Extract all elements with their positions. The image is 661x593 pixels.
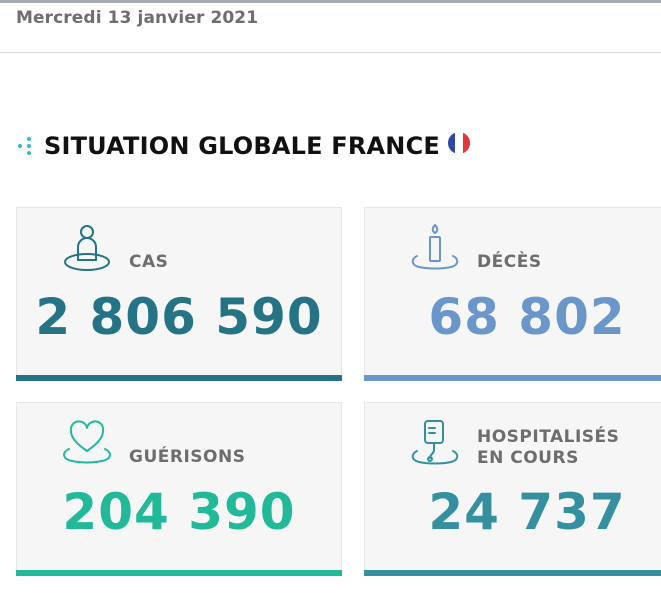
section-header: SITUATION GLOBALE FRANCE [16,126,470,166]
candle-icon [411,224,459,270]
section-title: SITUATION GLOBALE FRANCE [44,132,440,160]
stat-label: GUÉRISONS [129,447,246,467]
top-border [0,0,661,3]
accent-bar [16,375,342,381]
stat-value: 24 737 [428,483,626,541]
heart-icon [63,420,111,464]
accent-bar [16,570,342,576]
accent-bar [364,375,661,381]
stat-label: CAS [129,252,169,272]
stat-label: DÉCÈS [477,252,542,272]
page-date: Mercredi 13 janvier 2021 [16,8,259,28]
stat-value: 2 806 590 [35,288,323,346]
stat-card-deces: DÉCÈS 68 802 [364,207,661,381]
person-icon [64,225,110,271]
stat-card-hospitalises: HOSPITALISÉS EN COURS 24 737 [364,402,661,576]
divider [0,52,661,53]
iv-drip-icon [411,420,459,465]
stat-value: 204 390 [62,483,296,541]
stat-value: 68 802 [428,288,626,346]
dots-icon [18,137,31,155]
stat-label-line1: HOSPITALISÉS [477,427,620,447]
stat-card-guerisons: GUÉRISONS 204 390 [16,402,342,576]
stat-label: HOSPITALISÉS EN COURS [477,427,619,469]
accent-bar [364,570,661,576]
stat-card-cas: CAS 2 806 590 [16,207,342,381]
stat-label-line2: EN COURS [477,448,579,468]
france-flag-icon [447,132,470,154]
